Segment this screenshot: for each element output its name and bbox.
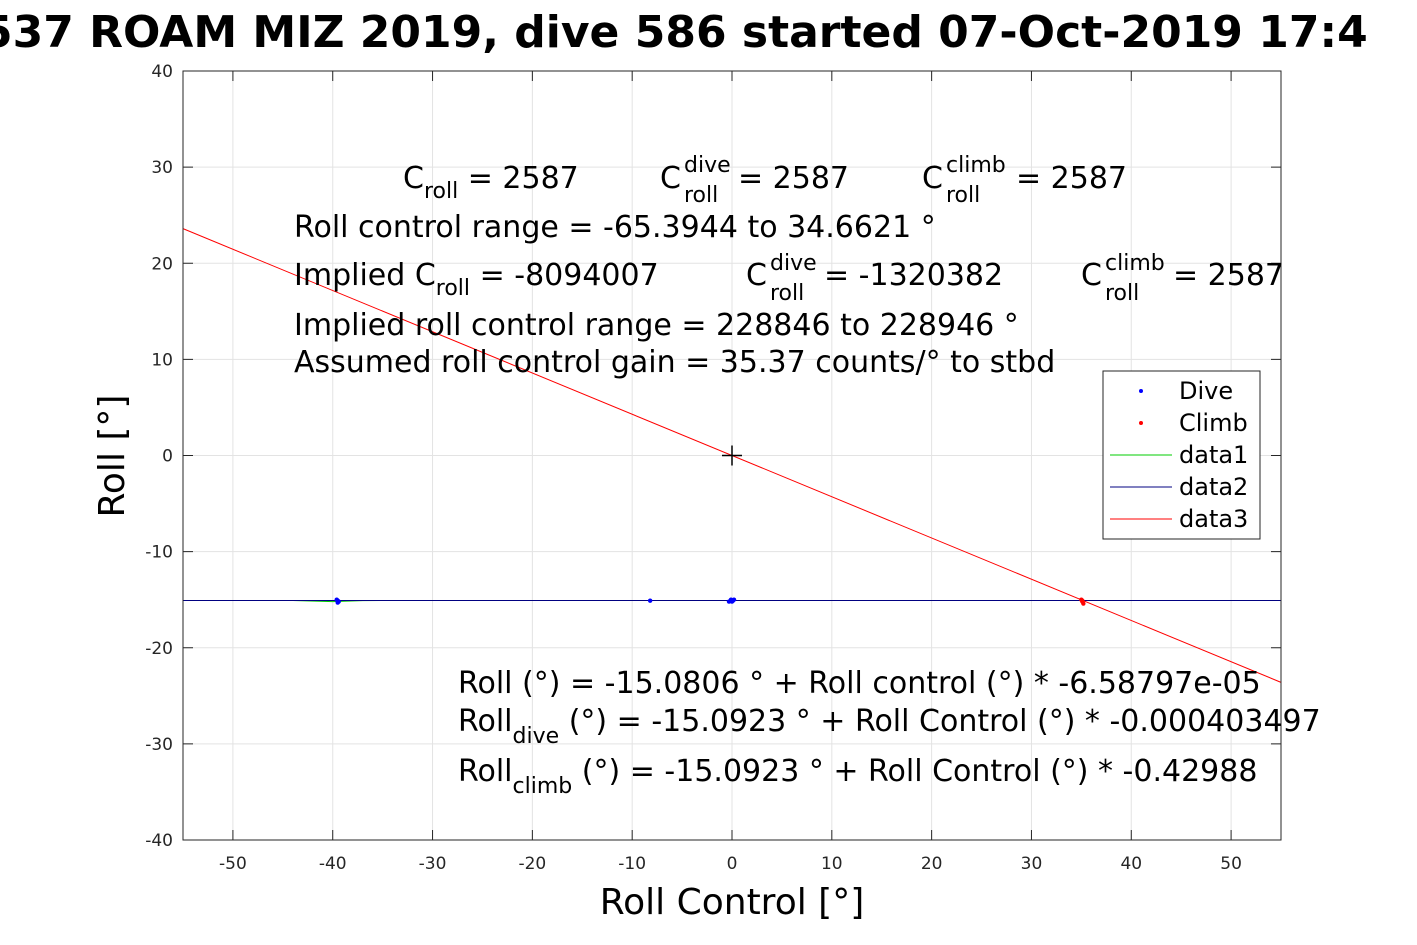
implied-constants: Implied Croll = -8094007 C dive roll = -… (294, 251, 1284, 306)
legend-swatch-dive (1139, 389, 1143, 393)
implied-c-roll-value: = -8094007 (470, 258, 659, 293)
y-tick-label: 20 (151, 254, 173, 274)
implied-c-roll-climb-value: = 2587 (1173, 258, 1284, 293)
point-climb (1080, 598, 1085, 603)
x-tick-label: -30 (419, 854, 447, 874)
x-tick-label: 50 (1220, 854, 1242, 874)
c-roll-climb-value: = 2587 (1016, 161, 1127, 196)
svg-text:Rollclimb (°) = -15.0923 ° + R: Rollclimb (°) = -15.0923 ° + Roll Contro… (458, 754, 1257, 799)
x-tick-label: -20 (518, 854, 546, 874)
legend: Dive Climb data1 data2 data3 (1102, 370, 1261, 540)
y-tick-label: -30 (145, 735, 173, 755)
c-roll-dive-label: C (660, 161, 681, 196)
x-ticks: -50 -40 -30 -20 -10 0 10 20 30 40 50 (219, 71, 1242, 874)
c-roll-dive-subscript: roll (684, 183, 718, 208)
c-roll-dive-value: = 2587 (738, 161, 849, 196)
fit-equation-dive: (°) = -15.0923 ° + Roll Control (°) * -0… (559, 704, 1321, 739)
legend-label-dive: Dive (1179, 377, 1233, 405)
implied-c-roll-dive-subscript: roll (770, 281, 804, 306)
fit-equation-climb: (°) = -15.0923 ° + Roll Control (°) * -0… (572, 754, 1257, 789)
svg-text:Implied Croll = -8094007: Implied Croll = -8094007 (294, 258, 659, 301)
y-axis-label: Roll [°] (92, 395, 133, 518)
x-tick-label: 20 (921, 854, 943, 874)
y-ticks: -40 -30 -20 -10 0 10 20 30 40 (145, 62, 1281, 851)
svg-text:Rolldive (°) = -15.0923 ° + Ro: Rolldive (°) = -15.0923 ° + Roll Control… (458, 704, 1321, 749)
legend-label-data1: data1 (1179, 441, 1248, 469)
y-tick-label: 30 (151, 158, 173, 178)
origin-marker (722, 445, 742, 466)
roll-control-range: Roll control range = -65.3944 to 34.6621… (294, 210, 936, 245)
implied-c-roll-climb-label: C (1081, 258, 1102, 293)
c-roll-value: = 2587 (458, 161, 579, 196)
implied-c-roll-subscript: roll (436, 276, 470, 301)
svg-text:Croll = 2587: Croll = 2587 (403, 161, 579, 204)
implied-c-roll-climb-subscript: roll (1105, 281, 1139, 306)
y-tick-label: -20 (145, 639, 173, 659)
fit-dive-roll-label: Roll (458, 704, 513, 739)
implied-c-roll-dive-label: C (746, 258, 767, 293)
legend-label-data3: data3 (1179, 505, 1248, 533)
x-tick-label: -10 (618, 854, 646, 874)
calibration-constants: Croll = 2587 C dive roll = 2587 C climb … (403, 153, 1127, 208)
c-roll-dive-superscript: dive (684, 153, 731, 178)
point-dive (729, 599, 735, 604)
c-roll-subscript: roll (424, 179, 458, 204)
y-tick-label: -40 (145, 831, 173, 851)
c-roll-climb-subscript: roll (946, 183, 980, 208)
fit-dive-subscript: dive (513, 724, 560, 749)
x-tick-label: 0 (727, 854, 738, 874)
y-tick-label: 0 (162, 447, 173, 467)
fit-climb-roll-label: Roll (458, 754, 513, 789)
x-tick-label: 10 (821, 854, 843, 874)
series-points (334, 597, 1086, 606)
implied-c-roll-label: Implied C (294, 258, 436, 293)
implied-c-roll-dive-superscript: dive (770, 251, 817, 276)
svg-text:C: C (660, 161, 681, 196)
c-roll-label: C (403, 161, 424, 196)
x-axis-label: Roll Control [°] (600, 882, 865, 923)
c-roll-climb-superscript: climb (946, 153, 1006, 178)
implied-c-roll-climb-superscript: climb (1105, 251, 1165, 276)
legend-label-data2: data2 (1179, 473, 1248, 501)
implied-c-roll-dive-value: = -1320382 (824, 258, 1003, 293)
fit-climb-subscript: climb (513, 774, 573, 799)
chart-title: 537 ROAM MIZ 2019, dive 586 started 07-O… (0, 7, 1368, 58)
point-dive (335, 598, 340, 603)
x-tick-label: 40 (1120, 854, 1142, 874)
legend-swatch-climb (1139, 421, 1143, 425)
y-tick-label: -10 (145, 543, 173, 563)
x-tick-label: 30 (1021, 854, 1043, 874)
implied-roll-control-range: Implied roll control range = 228846 to 2… (294, 308, 1019, 343)
x-tick-label: -50 (219, 854, 247, 874)
assumed-roll-control-gain: Assumed roll control gain = 35.37 counts… (294, 345, 1055, 380)
point-dive (647, 598, 653, 603)
y-tick-label: 10 (151, 350, 173, 370)
x-tick-label: -40 (319, 854, 347, 874)
legend-label-climb: Climb (1179, 409, 1248, 437)
c-roll-climb-label: C (922, 161, 943, 196)
fit-equation-all: Roll (°) = -15.0806 ° + Roll control (°)… (458, 666, 1261, 701)
y-tick-label: 40 (151, 62, 173, 82)
